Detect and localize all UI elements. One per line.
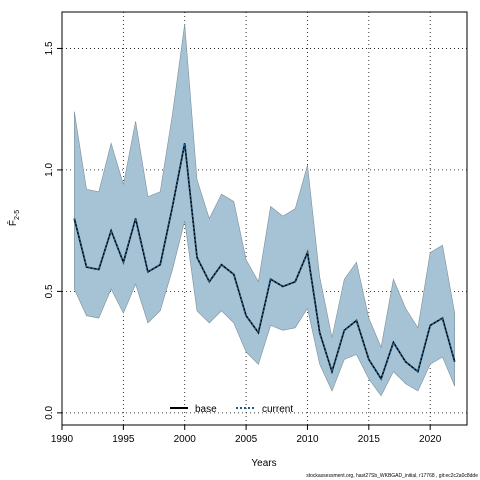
y-axis-title-main: F̄ [6, 220, 19, 226]
y-tick-label: 1.0 [44, 163, 55, 177]
x-axis-title: Years [251, 458, 276, 469]
series-line-current [73, 143, 456, 381]
x-tick-label: 2010 [296, 434, 319, 445]
y-tick-label: 1.5 [44, 41, 55, 55]
x-axis: 1990 1995 2000 2005 2010 2015 2020 [51, 425, 442, 445]
y-axis: 0.0 0.5 1.0 1.5 [44, 41, 62, 420]
footer-credit: stockassessment.org, hast27Sb_WKBGAD_ini… [306, 473, 478, 479]
y-axis-title-subscript: 2-5 [14, 210, 21, 220]
x-tick-label: 1995 [112, 434, 135, 445]
legend: base current [170, 404, 293, 415]
plot-frame [61, 11, 468, 426]
legend-label-base: base [195, 404, 217, 415]
x-tick-label: 2000 [174, 434, 197, 445]
x-tick-label: 2015 [358, 434, 381, 445]
y-axis-title: F̄2-5 [6, 210, 21, 226]
x-tick-label: 1990 [51, 434, 74, 445]
y-tick-label: 0.5 [44, 284, 55, 298]
x-tick-label: 2020 [419, 434, 442, 445]
confidence-band [74, 24, 455, 397]
y-tick-label: 0.0 [44, 405, 55, 419]
legend-label-current: current [262, 404, 293, 415]
x-tick-label: 2005 [235, 434, 258, 445]
